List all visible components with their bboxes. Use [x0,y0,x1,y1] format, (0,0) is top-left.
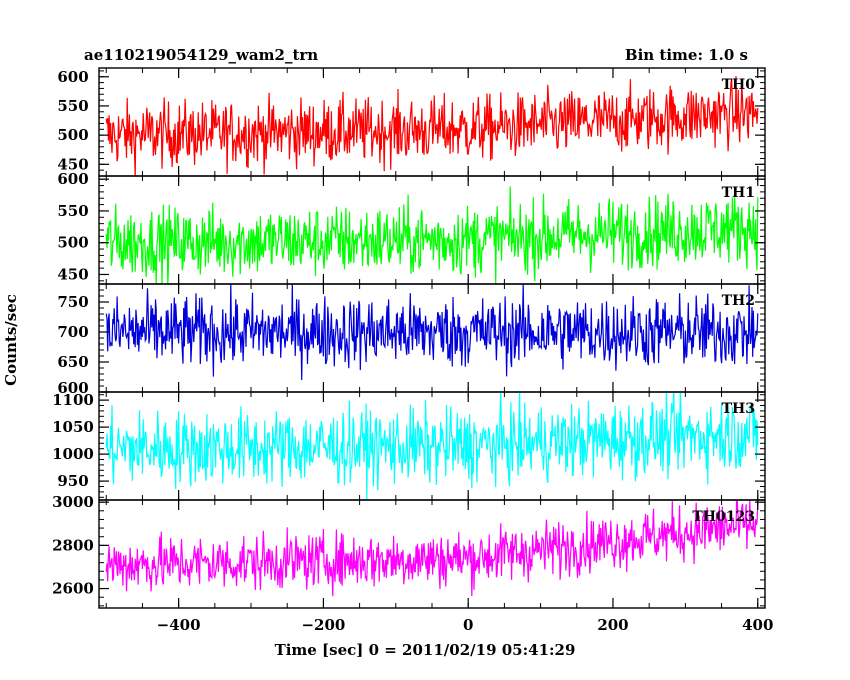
panel-th2: 600 650 700 750 TH2 [57,283,766,397]
y-tick-label-th3-1000: 1000 [52,445,94,463]
panels-group: 450 500 550 600 TH0 450 500 550 600 TH1 600 650 700 7… [52,67,766,609]
bin-time-label: Bin time: 1.0 s [625,46,748,64]
y-tick-label-th1-450: 450 [57,265,88,283]
y-tick-label-th0123-3000: 3000 [52,493,94,511]
y-tick-label-th3-1100: 1100 [52,391,94,409]
y-tick-label-th1-500: 500 [57,234,88,252]
x-tick-label--200: −200 [301,616,345,634]
plot-title: ae110219054129_wam2_trn [84,46,318,64]
y-tick-label-th2-650: 650 [57,353,88,371]
panel-th3: 950 1000 1050 1100 TH3 [52,391,766,501]
y-tick-label-th0-500: 500 [57,126,88,144]
y-tick-label-th0-550: 550 [57,97,88,115]
series-line-th0 [105,76,759,176]
x-tick-label-0: 0 [463,616,473,634]
series-line-th1 [105,186,759,284]
panel-th0123: 2600 2800 3000 TH0123 [52,493,766,609]
y-tick-label-th2-750: 750 [57,293,88,311]
panel-label-th0123: TH0123 [692,509,755,525]
panel-label-th0: TH0 [722,77,756,93]
x-tick-label--400: −400 [157,616,201,634]
y-axis-label: Counts/sec [2,294,20,386]
x-tick-label-200: 200 [597,616,628,634]
y-tick-label-th2-700: 700 [57,323,88,341]
series-line-th0123 [105,500,759,597]
x-tick-label-400: 400 [742,616,773,634]
y-tick-label-th1-600: 600 [57,170,88,188]
panel-label-th2: TH2 [722,293,755,309]
panel-label-th3: TH3 [722,401,755,417]
y-tick-label-th2-600: 600 [57,379,88,397]
panel-th0: 450 500 550 600 TH0 [57,67,766,177]
y-tick-label-th0123-2600: 2600 [52,580,94,598]
x-axis-label: Time [sec] 0 = 2011/02/19 05:41:29 [275,641,576,659]
y-tick-label-th0-450: 450 [57,155,88,173]
y-tick-label-th0123-2800: 2800 [52,536,94,554]
series-line-th3 [105,392,759,500]
y-tick-label-th3-1050: 1050 [52,418,94,436]
y-tick-label-th3-950: 950 [57,472,88,490]
y-tick-label-th0-600: 600 [57,68,88,86]
panel-label-th1: TH1 [722,185,755,201]
series-line-th2 [105,284,759,381]
panel-th1: 450 500 550 600 TH1 [57,170,766,285]
x-axis: −400 −200 0 200 400 [157,616,774,634]
y-tick-label-th1-550: 550 [57,202,88,220]
